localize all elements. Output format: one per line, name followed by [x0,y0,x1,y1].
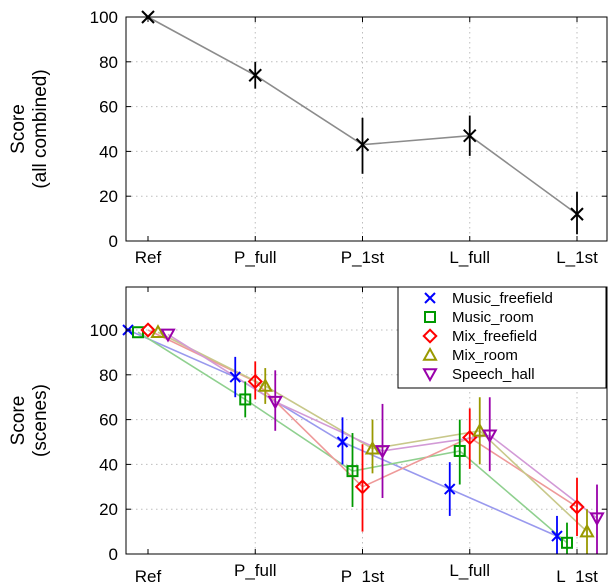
x-tick-label: P_1st [341,248,385,267]
data-point [444,483,456,495]
top-chart: 0 20 40 60 80 100 Ref P_full P_1st L_full L_1st Sc… [8,8,608,267]
x-tick-label: P_full [234,248,277,267]
y-axis-label: Score [8,396,29,446]
legend-label: Mix_room [452,347,518,364]
legend-marker [422,346,438,361]
legend-marker [422,328,438,344]
top-chart-frame [125,16,608,242]
y-tick-label: 0 [109,232,118,251]
y-tick-label: 100 [90,321,118,340]
y-tick-label: 60 [99,411,118,430]
data-point [247,373,263,390]
data-point [569,499,585,515]
data-point [239,393,252,406]
y-tick-label: 60 [99,98,118,117]
data-point [561,536,573,549]
data-point [354,479,371,495]
legend-label: Mix_freefield [452,328,537,345]
x-tick-label: L_full [449,561,490,580]
x-tick-label: L_1st [556,567,598,584]
data-point [589,512,605,527]
data-point [463,129,477,143]
legend-label: Music_room [452,309,534,326]
y-tick-label: 80 [99,53,118,72]
x-tick-label: Ref [135,248,162,267]
legend-marker [424,292,436,304]
data-point [570,207,584,221]
legend-marker [422,368,438,383]
series-line [147,16,578,215]
data-point [267,395,283,410]
y-tick-label: 40 [99,455,118,474]
legend-label: Music_freefield [452,290,553,307]
data-point [374,445,391,460]
y-tick-label: 40 [99,142,118,161]
y-tick-label: 20 [99,500,118,519]
y-axis-label: Score [8,104,29,154]
data-point [150,324,166,339]
x-tick-label: P_1st [341,567,385,584]
legend-marker [424,311,436,323]
y-axis-label: (all combined) [30,69,51,188]
data-point [160,328,176,343]
x-tick-label: L_1st [556,248,598,267]
y-axis-label: (scenes) [30,384,51,457]
y-tick-label: 80 [99,366,118,385]
data-point [346,465,359,478]
legend: Music_freefield Music_room Mix_freefield Mi… [397,286,607,389]
y-tick-label: 20 [99,187,118,206]
x-tick-label: P_full [234,561,277,580]
data-point [355,137,370,152]
x-tick-label: Ref [135,567,162,584]
bottom-chart-frame [125,286,608,555]
data-point [336,436,349,448]
data-point [248,68,262,82]
data-point [364,440,381,455]
data-point [257,377,273,392]
y-tick-label: 100 [90,8,118,27]
data-point [482,429,498,444]
legend-box [397,286,607,389]
data-point [229,371,241,383]
bottom-chart: 0 20 40 60 80 100 Ref P_full P_1st L_full L_1st Sc… [8,286,608,584]
data-point [453,444,466,457]
data-point [579,523,595,538]
data-point [551,530,563,542]
y-tick-label: 0 [109,545,118,564]
legend-label: Speech_hall [452,366,535,383]
x-tick-label: L_full [449,248,490,267]
data-point [140,322,156,338]
